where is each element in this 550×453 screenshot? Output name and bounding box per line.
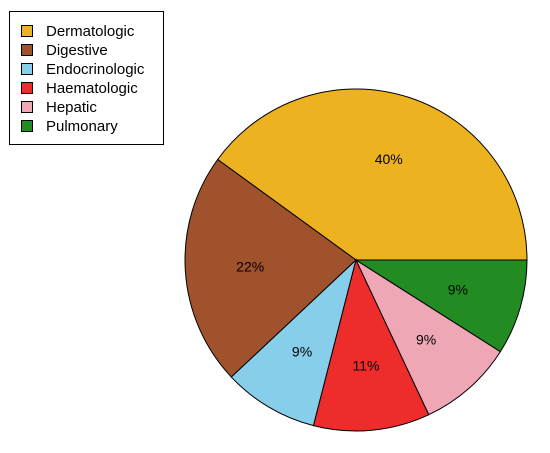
- pie-slices: [184, 88, 528, 432]
- pie-slice-haematologic: [312, 258, 430, 432]
- pie-label-hepatic: 9%: [416, 332, 436, 348]
- legend-label-pulmonary: Pulmonary: [46, 117, 118, 135]
- legend-label-digestive: Digestive: [46, 41, 108, 59]
- pie-label-dermatologic: 40%: [375, 151, 403, 167]
- legend-label-endocrinologic: Endocrinologic: [46, 60, 145, 78]
- legend-label-dermatologic: Dermatologic: [46, 22, 135, 40]
- pie-slice-labels: 40% 22% 9% 11% 9% 9%: [236, 151, 468, 373]
- pie-slice-dermatologic: [216, 88, 528, 261]
- pie-slice-digestive: [184, 158, 357, 378]
- pie-label-haematologic: 11%: [352, 358, 379, 374]
- legend-item-dermatologic: Dermatologic: [21, 22, 134, 40]
- pie-slice-pulmonary: [354, 259, 528, 353]
- legend-item-endocrinologic: Endocrinologic: [21, 60, 144, 78]
- legend-swatch-pulmonary: [21, 120, 33, 132]
- pie-label-endocrinologic: 9%: [292, 343, 312, 359]
- legend-swatch-hepatic: [21, 101, 33, 113]
- legend-swatch-endocrinologic: [21, 63, 33, 75]
- legend-swatch-haematologic: [21, 82, 33, 94]
- legend-item-haematologic: Haematologic: [21, 79, 138, 97]
- pie-slice-hepatic: [354, 258, 502, 416]
- pie-label-pulmonary: 9%: [448, 282, 468, 298]
- legend-label-haematologic: Haematologic: [46, 79, 138, 97]
- legend-item-hepatic: Hepatic: [21, 98, 97, 116]
- legend-label-hepatic: Hepatic: [46, 98, 97, 116]
- pie-slice-endocrinologic: [230, 258, 357, 427]
- legend: Dermatologic Digestive Endocrinologic Ha…: [9, 11, 164, 145]
- pie-label-digestive: 22%: [236, 259, 264, 275]
- legend-swatch-digestive: [21, 44, 33, 56]
- legend-item-pulmonary: Pulmonary: [21, 117, 118, 135]
- legend-item-digestive: Digestive: [21, 41, 108, 59]
- legend-swatch-dermatologic: [21, 25, 33, 37]
